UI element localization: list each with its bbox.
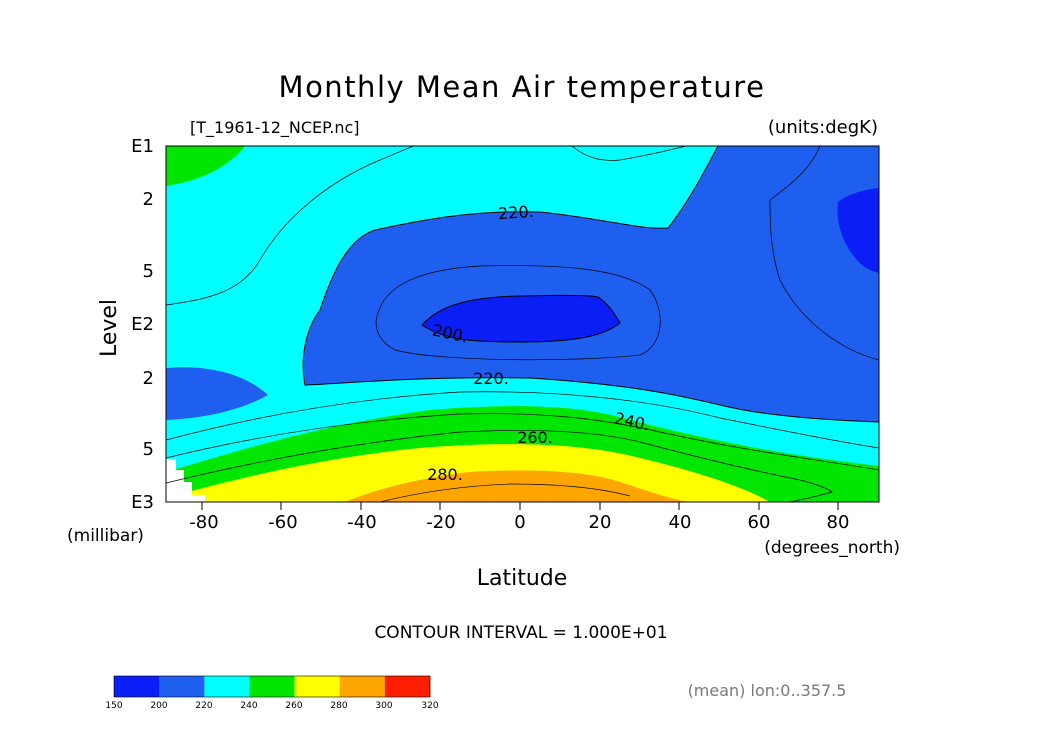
colorbar-tick-label: 150 (105, 701, 122, 711)
chart-title: Monthly Mean Air temperature (279, 70, 766, 104)
x-tick-labels: -80 -60 -40 -20 0 20 40 60 80 (189, 512, 849, 533)
contour-line (166, 430, 833, 502)
contour-line (166, 146, 415, 306)
contour-fill-layer (166, 146, 879, 502)
x-tick-label: 60 (748, 512, 771, 533)
x-axis-title: Latitude (477, 566, 568, 591)
colorbar-tick-label: 280 (330, 701, 347, 711)
colorbar-swatch (159, 676, 205, 697)
plot-frame (165, 145, 880, 503)
region-outline (302, 146, 879, 423)
colorbar-swatches (114, 676, 431, 697)
contour-interval-note: CONTOUR INTERVAL = 1.000E+01 (374, 623, 667, 643)
colorbar-tick-label: 200 (150, 701, 167, 711)
x-tick-label: -40 (347, 512, 376, 533)
colorbar-swatch (384, 676, 431, 697)
x-tick-label: 40 (669, 512, 692, 533)
region-outline (421, 294, 621, 343)
missing-data-region (166, 459, 205, 502)
y-tick-label: E2 (131, 314, 154, 335)
colorbar-swatch (339, 676, 386, 697)
colorbar-swatch (294, 676, 341, 697)
fill-below-200-right (837, 188, 879, 273)
colorbar-tick-labels: 150 200 220 240 260 280 300 320 (105, 701, 438, 711)
contour-label: 280. (427, 465, 463, 484)
contour-line (571, 146, 687, 161)
colorbar-tick-label: 240 (240, 701, 257, 711)
colorbar-swatch (204, 676, 250, 697)
contour-line (375, 265, 661, 361)
averaging-note: (mean) lon:0..357.5 (688, 681, 847, 700)
x-tick-label: -80 (189, 512, 218, 533)
x-tick-label: 80 (827, 512, 850, 533)
colorbar-tick-label: 300 (375, 701, 392, 711)
colorbar-tick-label: 320 (421, 701, 438, 711)
x-tick-label: -60 (268, 512, 297, 533)
colorbar-frame (113, 675, 431, 698)
dataset-label: [T_1961-12_NCEP.nc] (190, 118, 360, 138)
contour-lines (166, 146, 879, 502)
contour-label: 220. (497, 202, 534, 223)
colorbar-swatch (249, 676, 295, 697)
y-axis-units: (millibar) (67, 526, 144, 546)
contour-line (769, 146, 879, 361)
colorbar-tick-label: 260 (285, 701, 302, 711)
x-tick-label: -20 (426, 512, 455, 533)
y-tick-label: 5 (143, 439, 154, 460)
contour-line (166, 413, 879, 471)
axis-ticks (201, 502, 839, 510)
contour-label: 220. (473, 369, 509, 388)
colorbar: 150 200 220 240 260 280 300 320 (105, 675, 439, 711)
y-tick-label: E1 (131, 136, 154, 157)
y-tick-label: 2 (143, 368, 154, 389)
region-outlines (302, 146, 879, 423)
contour-line (379, 483, 631, 502)
x-tick-label: 0 (514, 512, 525, 533)
contour-label: 260. (517, 428, 553, 447)
fill-200-220-main (303, 146, 879, 422)
fill-200-220-left (166, 367, 268, 420)
fill-below-200-center (422, 295, 620, 342)
fill-polar-green (166, 146, 245, 186)
colorbar-swatch (114, 676, 160, 697)
y-tick-label: E3 (131, 492, 154, 513)
units-label: (units:degK) (768, 117, 878, 138)
y-axis-title: Level (97, 299, 122, 357)
y-tick-labels: E1 2 5 E2 2 5 E3 (131, 136, 154, 513)
x-axis-units: (degrees_north) (764, 538, 900, 558)
contour-line (166, 391, 879, 449)
fill-280-300 (345, 470, 688, 502)
y-tick-label: 2 (143, 189, 154, 210)
y-tick-label: 5 (143, 261, 154, 282)
x-tick-label: 20 (589, 512, 612, 533)
colorbar-tick-label: 220 (195, 701, 212, 711)
